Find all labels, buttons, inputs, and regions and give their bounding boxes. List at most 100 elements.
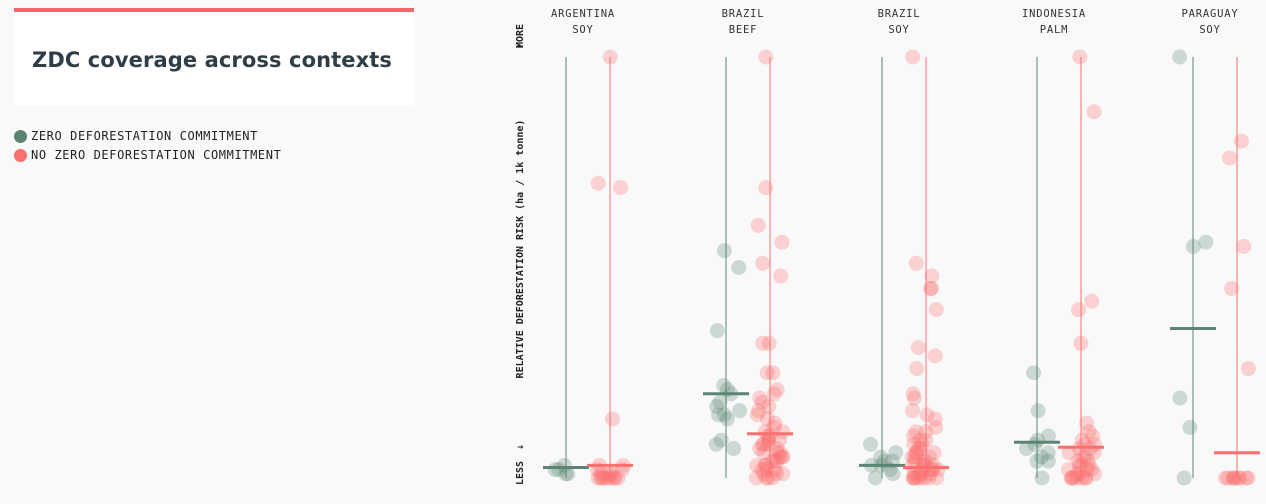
no_zdc-data-point bbox=[921, 449, 937, 465]
no_zdc-data-point bbox=[765, 365, 781, 381]
group-argentina-soy: ARGENTINA SOY bbox=[543, 8, 633, 486]
legend-item-no-zdc: NO ZERO DEFORESTATION COMMITMENT bbox=[14, 147, 281, 163]
no_zdc-data-point bbox=[1225, 470, 1241, 486]
no_zdc-data-point bbox=[1227, 470, 1243, 486]
no_zdc-data-point bbox=[610, 470, 626, 486]
no_zdc-data-point bbox=[918, 424, 934, 440]
group-country-label: BRAZIL bbox=[722, 8, 765, 20]
no_zdc-data-point bbox=[1086, 104, 1102, 120]
zdc-data-point bbox=[1040, 453, 1056, 469]
zdc-data-point bbox=[1176, 470, 1192, 486]
zdc-data-point bbox=[1034, 449, 1050, 465]
no_zdc-data-point bbox=[912, 466, 928, 482]
no_zdc-data-point bbox=[1073, 335, 1089, 351]
no_zdc-data-point bbox=[1064, 470, 1080, 486]
no_zdc-data-point bbox=[596, 470, 612, 486]
zdc-data-point bbox=[1027, 436, 1043, 452]
zdc-data-point bbox=[1030, 403, 1046, 419]
zdc-data-point bbox=[867, 470, 883, 486]
no_zdc-data-point bbox=[590, 175, 606, 191]
no_zdc-data-point bbox=[761, 398, 777, 414]
no_zdc-data-point bbox=[1075, 449, 1091, 465]
no_zdc-data-point bbox=[592, 470, 608, 486]
no_zdc-data-point bbox=[759, 462, 775, 478]
no_zdc-data-point bbox=[769, 453, 785, 469]
no_zdc-data-point bbox=[910, 339, 926, 355]
no_zdc-data-point bbox=[1220, 470, 1236, 486]
zdc-data-point bbox=[716, 243, 732, 259]
zdc-data-point bbox=[1030, 432, 1046, 448]
y-arrow-less: ↓ bbox=[515, 444, 526, 450]
no_zdc-data-point bbox=[905, 386, 921, 402]
no_zdc-data-point bbox=[605, 411, 621, 427]
zdc-data-point bbox=[1040, 445, 1056, 461]
zdc-data-point bbox=[709, 323, 725, 339]
no_zdc-data-point bbox=[754, 462, 770, 478]
zdc-data-point bbox=[732, 403, 748, 419]
legend-swatch-zdc bbox=[14, 129, 27, 143]
no_zdc-data-point bbox=[775, 449, 791, 465]
zdc-data-point bbox=[1029, 453, 1045, 469]
group-brazil-soy: BRAZIL SOY bbox=[859, 8, 949, 486]
no_zdc-data-point bbox=[755, 436, 771, 452]
zdc-data-point bbox=[709, 398, 725, 414]
group-commodity-label: PALM bbox=[1040, 24, 1069, 36]
no_zdc-data-point bbox=[749, 457, 765, 473]
no_zdc-data-point bbox=[752, 390, 768, 406]
no_zdc-data-point bbox=[1069, 466, 1085, 482]
no_zdc-data-point bbox=[905, 49, 921, 65]
no_zdc-data-point bbox=[760, 436, 776, 452]
no_zdc-data-point bbox=[926, 445, 942, 461]
no_zdc-data-point bbox=[929, 470, 945, 486]
no_zdc-data-point bbox=[914, 466, 930, 482]
no_zdc-data-point bbox=[918, 432, 934, 448]
no_zdc-data-point bbox=[1217, 470, 1233, 486]
no_zdc-data-point bbox=[925, 457, 941, 473]
no_zdc-data-point bbox=[772, 445, 788, 461]
no_zdc-data-point bbox=[906, 390, 922, 406]
group-commodity-label: SOY bbox=[1199, 24, 1220, 36]
no_zdc-data-point bbox=[909, 470, 925, 486]
no_zdc-data-point bbox=[602, 466, 618, 482]
no_zdc-data-point bbox=[927, 348, 943, 364]
zdc-data-point bbox=[560, 466, 576, 482]
no_zdc-data-point bbox=[908, 255, 924, 271]
no_zdc-data-point bbox=[1079, 462, 1095, 478]
no_zdc-data-point bbox=[1073, 457, 1089, 473]
group-country-label: INDONESIA bbox=[1022, 8, 1086, 20]
no_zdc-data-point bbox=[924, 462, 940, 478]
no_zdc-data-point bbox=[775, 424, 791, 440]
no_zdc-data-point bbox=[909, 361, 925, 377]
no_zdc-data-point bbox=[1077, 470, 1093, 486]
zdc-data-point bbox=[708, 436, 724, 452]
zdc-data-point bbox=[1026, 365, 1042, 381]
no_zdc-data-point bbox=[906, 449, 922, 465]
no_zdc-data-point bbox=[1081, 457, 1097, 473]
no_zdc-data-point bbox=[1079, 415, 1095, 431]
no_zdc-data-point bbox=[749, 407, 765, 423]
no_zdc-data-point bbox=[758, 49, 774, 65]
zdc-data-point bbox=[1172, 390, 1188, 406]
no_zdc-data-point bbox=[755, 436, 771, 452]
no_zdc-data-point bbox=[761, 335, 777, 351]
no_zdc-data-point bbox=[1074, 432, 1090, 448]
no_zdc-data-point bbox=[1065, 470, 1081, 486]
y-arrow-more: ↑ bbox=[515, 43, 526, 49]
no_zdc-data-point bbox=[904, 457, 920, 473]
no_zdc-data-point bbox=[1081, 424, 1097, 440]
no_zdc-data-point bbox=[907, 453, 923, 469]
no_zdc-data-point bbox=[927, 411, 943, 427]
no_zdc-data-point bbox=[1085, 428, 1101, 444]
zdc-data-point bbox=[716, 377, 732, 393]
no_zdc-data-point bbox=[921, 470, 937, 486]
no_zdc-data-point bbox=[602, 49, 618, 65]
no_zdc-data-point bbox=[928, 302, 944, 318]
y-axis-title: RELATIVE DEFORESTATION RISK (ha / 1k ton… bbox=[515, 120, 526, 379]
no_zdc-data-point bbox=[758, 180, 774, 196]
no_zdc-data-point bbox=[759, 365, 775, 381]
no_zdc-data-point bbox=[925, 462, 941, 478]
no_zdc-data-point bbox=[904, 449, 920, 465]
zdc-data-point bbox=[1018, 441, 1034, 457]
no_zdc-data-point bbox=[760, 432, 776, 448]
